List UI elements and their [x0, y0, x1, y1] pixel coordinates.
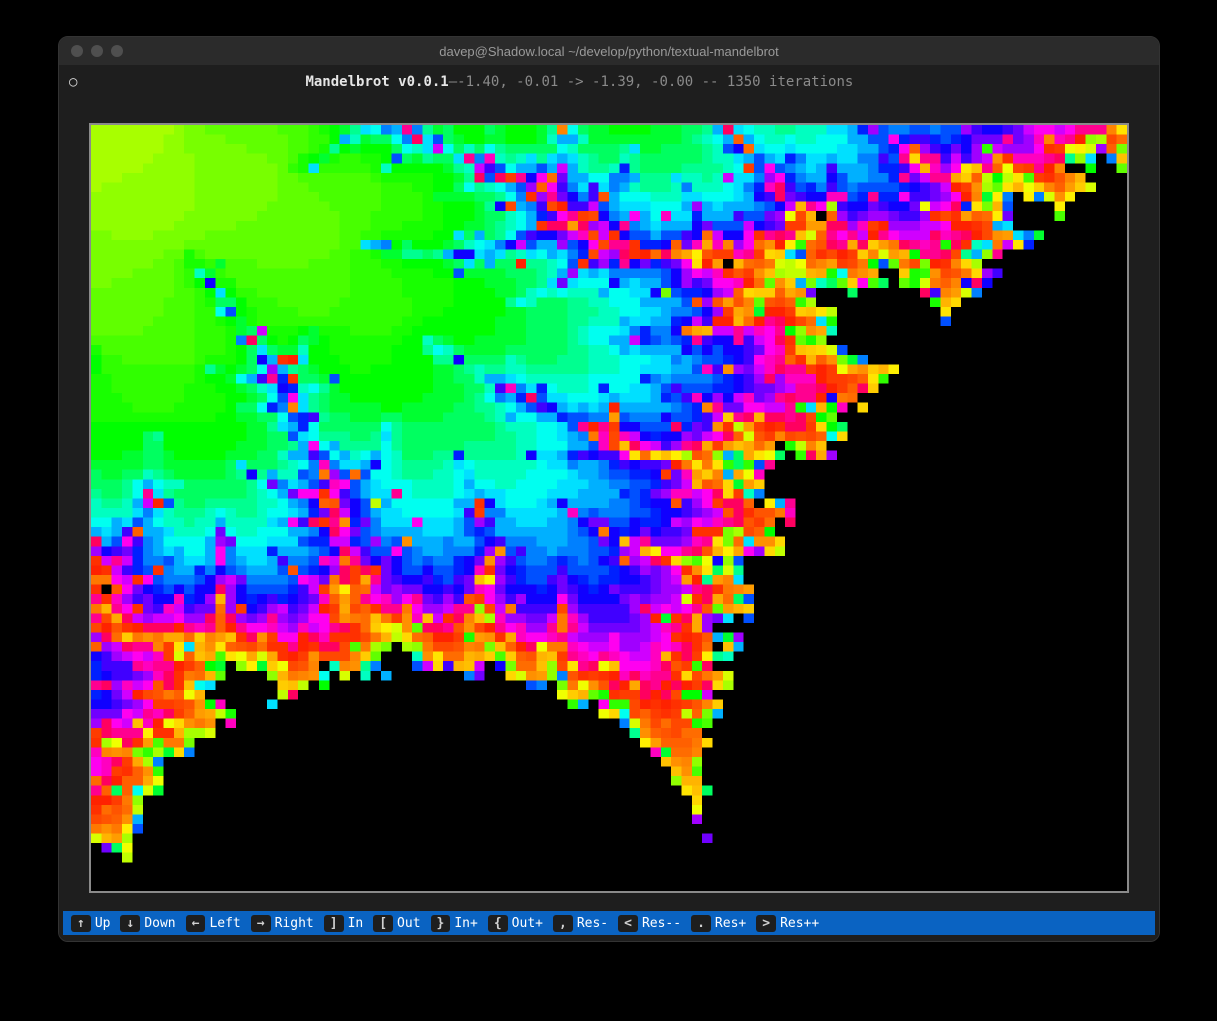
- terminal-body: ○ Mandelbrot v0.0.1 — -1.40, -0.01 -> -1…: [59, 65, 1159, 941]
- key-label: In+: [454, 916, 477, 931]
- key-label: Res+: [715, 916, 746, 931]
- key-in[interactable]: ]: [324, 915, 344, 932]
- key-up[interactable]: ↑: [71, 915, 91, 932]
- terminal-window: davep@Shadow.local ~/develop/python/text…: [58, 36, 1160, 942]
- key-label: Out+: [512, 916, 543, 931]
- key-left[interactable]: ←: [186, 915, 206, 932]
- window-titlebar[interactable]: davep@Shadow.local ~/develop/python/text…: [59, 37, 1159, 65]
- key-label: Res-: [577, 916, 608, 931]
- minimize-icon[interactable]: [91, 45, 103, 57]
- app-title: Mandelbrot v0.0.1: [305, 74, 448, 90]
- app-icon: ○: [69, 74, 77, 90]
- key-res[interactable]: ,: [553, 915, 573, 932]
- key-right[interactable]: →: [251, 915, 271, 932]
- key-label: Up: [95, 916, 111, 931]
- key-res[interactable]: >: [756, 915, 776, 932]
- status-text: -1.40, -0.01 -> -1.39, -0.00 -- 1350 ite…: [457, 74, 853, 90]
- mandelbrot-canvas[interactable]: [91, 125, 1127, 891]
- key-label: Res--: [642, 916, 681, 931]
- plot-container: [59, 95, 1159, 911]
- key-label: Res++: [780, 916, 819, 931]
- zoom-icon[interactable]: [111, 45, 123, 57]
- key-label: Down: [144, 916, 175, 931]
- key-out[interactable]: [: [373, 915, 393, 932]
- traffic-lights: [71, 45, 123, 57]
- key-label: Out: [397, 916, 420, 931]
- key-label: Right: [275, 916, 314, 931]
- key-res[interactable]: <: [618, 915, 638, 932]
- key-in[interactable]: }: [431, 915, 451, 932]
- plot-border: [89, 123, 1129, 893]
- key-label: In: [348, 916, 364, 931]
- close-icon[interactable]: [71, 45, 83, 57]
- app-header: ○ Mandelbrot v0.0.1 — -1.40, -0.01 -> -1…: [59, 65, 1159, 95]
- key-bindings-footer: ↑ Up ↓ Down ←Left → Right] In [ Out}In+ { Out+, Res-…: [63, 911, 1155, 935]
- key-down[interactable]: ↓: [120, 915, 140, 932]
- window-title: davep@Shadow.local ~/develop/python/text…: [59, 44, 1159, 59]
- separator: —: [449, 74, 457, 90]
- key-res[interactable]: .: [691, 915, 711, 932]
- key-label: Left: [209, 916, 240, 931]
- key-out[interactable]: {: [488, 915, 508, 932]
